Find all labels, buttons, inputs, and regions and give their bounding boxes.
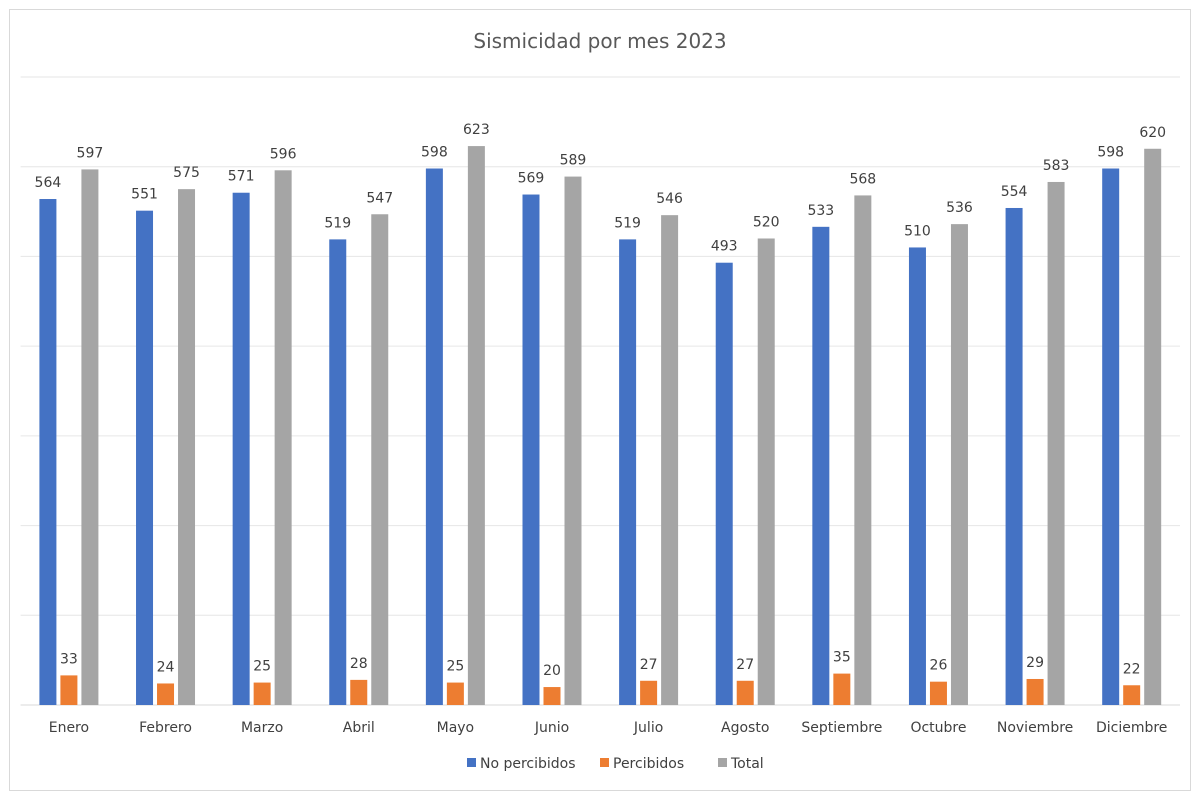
data-label: 493 [711,239,738,255]
data-label: 519 [324,215,351,231]
bar-no-percibidos [1005,207,1023,706]
bar-no-percibidos [136,210,154,705]
data-label: 533 [807,203,834,219]
bar-no-percibidos [522,194,540,706]
data-label: 27 [640,657,658,673]
data-label: 519 [614,215,641,231]
data-label: 536 [946,200,973,216]
bar-percibidos [157,683,175,705]
legend-swatch [718,758,727,767]
x-tick-label: Septiembre [801,720,882,736]
data-label: 22 [1123,661,1141,677]
data-label: 520 [753,214,780,230]
data-label: 28 [350,656,368,672]
bar-percibidos [543,687,561,705]
data-label: 33 [60,651,78,667]
data-label: 20 [543,663,561,679]
data-label: 25 [253,659,271,675]
data-label: 551 [131,187,158,203]
data-label: 26 [930,658,948,674]
bar-total [854,195,872,705]
bar-no-percibidos [715,262,733,705]
bar-total [467,146,485,705]
bar-total [950,224,968,706]
bar-total [564,176,582,705]
data-label: 583 [1043,158,1070,174]
legend-swatch [467,758,476,767]
bar-no-percibidos [329,239,347,705]
bar-total [757,238,775,705]
legend-swatch [600,758,609,767]
data-label: 620 [1139,125,1166,141]
bar-no-percibidos [39,199,57,706]
bar-no-percibidos [425,168,443,706]
gridlines [20,76,1180,706]
bar-no-percibidos [908,247,926,705]
bar-percibidos [833,673,851,705]
x-tick-label: Junio [534,720,569,736]
data-label: 554 [1001,184,1028,200]
data-label: 24 [157,659,175,675]
bar-total [661,215,679,705]
x-tick-label: Agosto [721,720,769,736]
x-tick-label: Febrero [139,720,192,736]
x-tick-label: Noviembre [997,720,1073,736]
data-label: 569 [518,171,545,187]
data-label: 598 [421,145,448,161]
data-label: 571 [228,169,255,185]
x-tick-label: Marzo [241,720,283,736]
data-label: 564 [35,175,62,191]
data-label: 568 [849,171,876,187]
x-tick-label: Enero [49,720,89,736]
bar-percibidos [640,680,658,705]
x-tick-label: Julio [633,720,663,736]
bar-percibidos [253,682,271,705]
x-tick-label: Octubre [910,720,966,736]
bar-no-percibidos [812,226,830,705]
bar-percibidos [736,680,754,705]
bar-total [1047,181,1065,706]
data-label: 597 [77,145,104,161]
data-label: 547 [366,190,393,206]
data-label: 510 [904,223,931,239]
data-label: 35 [833,650,851,666]
data-label: 27 [736,657,754,673]
bar-total [81,169,99,706]
data-label: 575 [173,165,200,181]
chart-border [9,9,1191,791]
bar-no-percibidos [619,239,637,705]
bar-percibidos [929,681,947,705]
x-tick-label: Diciembre [1096,720,1167,736]
data-label: 596 [270,146,297,162]
data-label: 623 [463,122,490,138]
x-tick-label: Abril [343,720,375,736]
legend: No percibidos Percibidos Total [467,756,764,772]
legend-label: No percibidos [480,756,576,772]
bar-total [178,189,196,706]
bar-percibidos [446,682,464,705]
data-label: 546 [656,191,683,207]
legend-label: Percibidos [613,756,684,772]
bar-total [371,214,389,705]
bar-total [274,170,292,705]
bar-percibidos [1123,685,1141,705]
bar-total [1144,148,1162,705]
data-label: 598 [1097,145,1124,161]
bars [39,146,1162,706]
data-label: 589 [560,153,587,169]
x-tick-label: Mayo [437,720,475,736]
bar-percibidos [350,679,368,705]
data-label: 25 [446,659,464,675]
data-label: 29 [1026,655,1044,671]
bar-percibidos [60,675,78,705]
bar-percibidos [1026,678,1044,705]
chart-title: Sismicidad por mes 2023 [473,29,726,53]
x-axis-labels: Enero Febrero Marzo Abril Mayo Junio Julio Agos… [49,720,1168,736]
legend-label: Total [730,756,764,772]
data-labels: 564 33 597 551 24 575 571 25 596 519 28 547 598 25 623… [35,122,1167,679]
bar-no-percibidos [1102,168,1120,706]
bar-no-percibidos [232,192,250,705]
